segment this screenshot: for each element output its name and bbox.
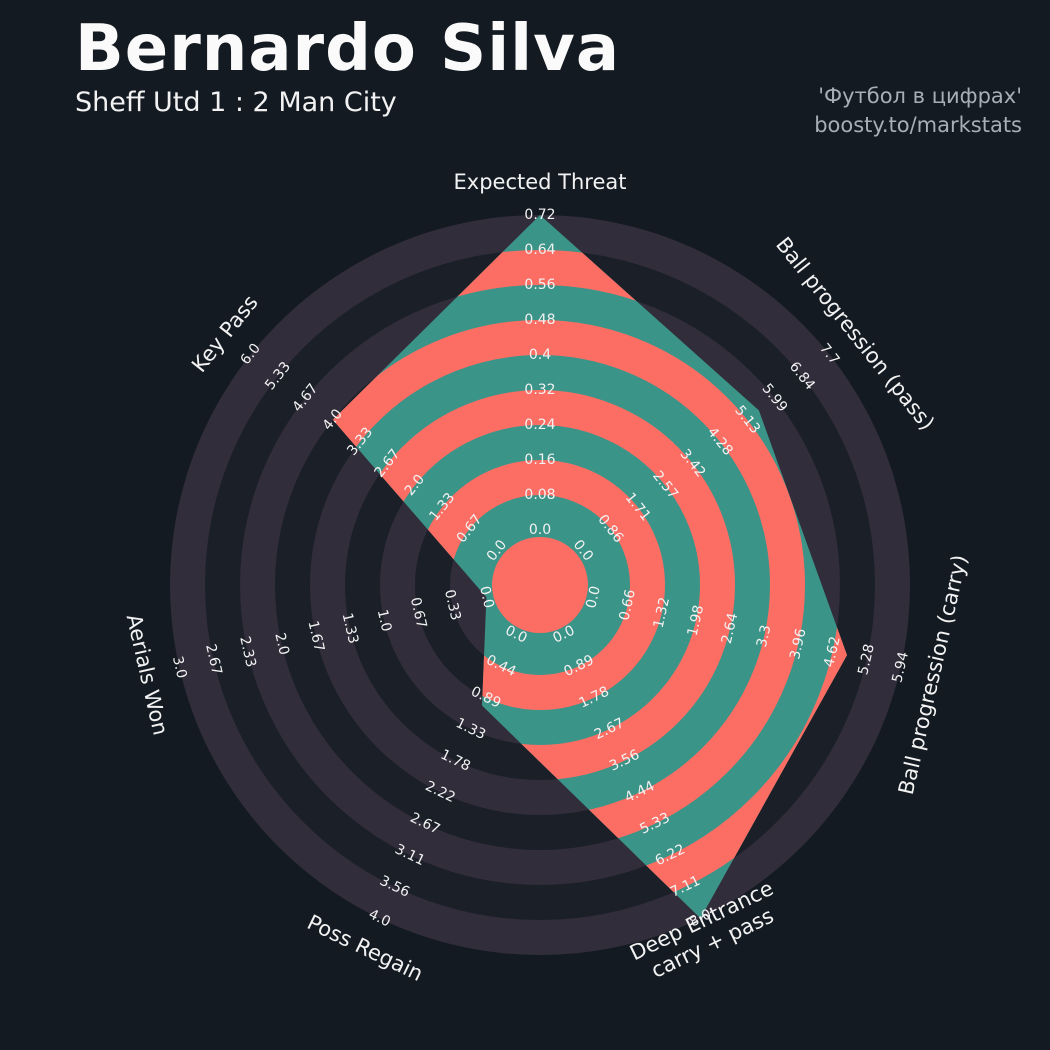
tick-label: 0.08 xyxy=(524,487,555,503)
credit-block: 'Футбол в цифрах' boosty.to/markstats xyxy=(814,82,1022,140)
tick-label: 0.0 xyxy=(583,585,604,610)
tick-label: 2.0 xyxy=(271,631,292,656)
header: Bernardo Silva Sheff Utd 1 : 2 Man City xyxy=(75,12,620,119)
tick-label: 3.3 xyxy=(754,624,775,649)
tick-label: 2.64 xyxy=(719,611,742,645)
match-score-subtitle: Sheff Utd 1 : 2 Man City xyxy=(75,87,397,119)
tick-label: 0.66 xyxy=(616,588,639,622)
tick-label: 0.4 xyxy=(529,347,551,363)
axis-title: Aerials Won xyxy=(122,612,173,738)
tick-label: 1.98 xyxy=(685,604,708,638)
tick-label: 0.56 xyxy=(524,277,555,293)
tick-label: 1.0 xyxy=(374,608,395,633)
tick-label: 2.33 xyxy=(236,635,259,669)
tick-label: 2.67 xyxy=(202,643,225,677)
tick-label: 0.0 xyxy=(529,522,551,538)
tick-label: 4.62 xyxy=(821,635,844,669)
tick-label: 0.64 xyxy=(524,242,555,258)
tick-label: 0.33 xyxy=(441,588,464,622)
radar-center-circle xyxy=(492,537,588,633)
tick-label: 1.33 xyxy=(339,611,362,645)
tick-label: 0.72 xyxy=(524,207,555,223)
tick-label: 3.96 xyxy=(787,627,810,661)
tick-label: 3.0 xyxy=(169,655,190,680)
tick-label: 0.67 xyxy=(407,596,430,630)
tick-label: 0.32 xyxy=(524,382,555,398)
tick-label: 5.28 xyxy=(855,643,878,677)
tick-label: 1.32 xyxy=(651,596,674,630)
tick-label: 0.48 xyxy=(524,312,555,328)
page-title: Bernardo Silva xyxy=(75,12,620,86)
credit-url: boosty.to/markstats xyxy=(814,113,1022,137)
tick-label: 0.24 xyxy=(524,417,555,433)
tick-label: 1.67 xyxy=(305,619,328,653)
credit-brand: 'Футбол в цифрах' xyxy=(818,84,1022,108)
tick-label: 5.94 xyxy=(889,650,912,684)
tick-label: 0.16 xyxy=(524,452,555,468)
tick-label: 0.0 xyxy=(476,585,497,610)
axis-title: Expected Threat xyxy=(454,170,627,194)
